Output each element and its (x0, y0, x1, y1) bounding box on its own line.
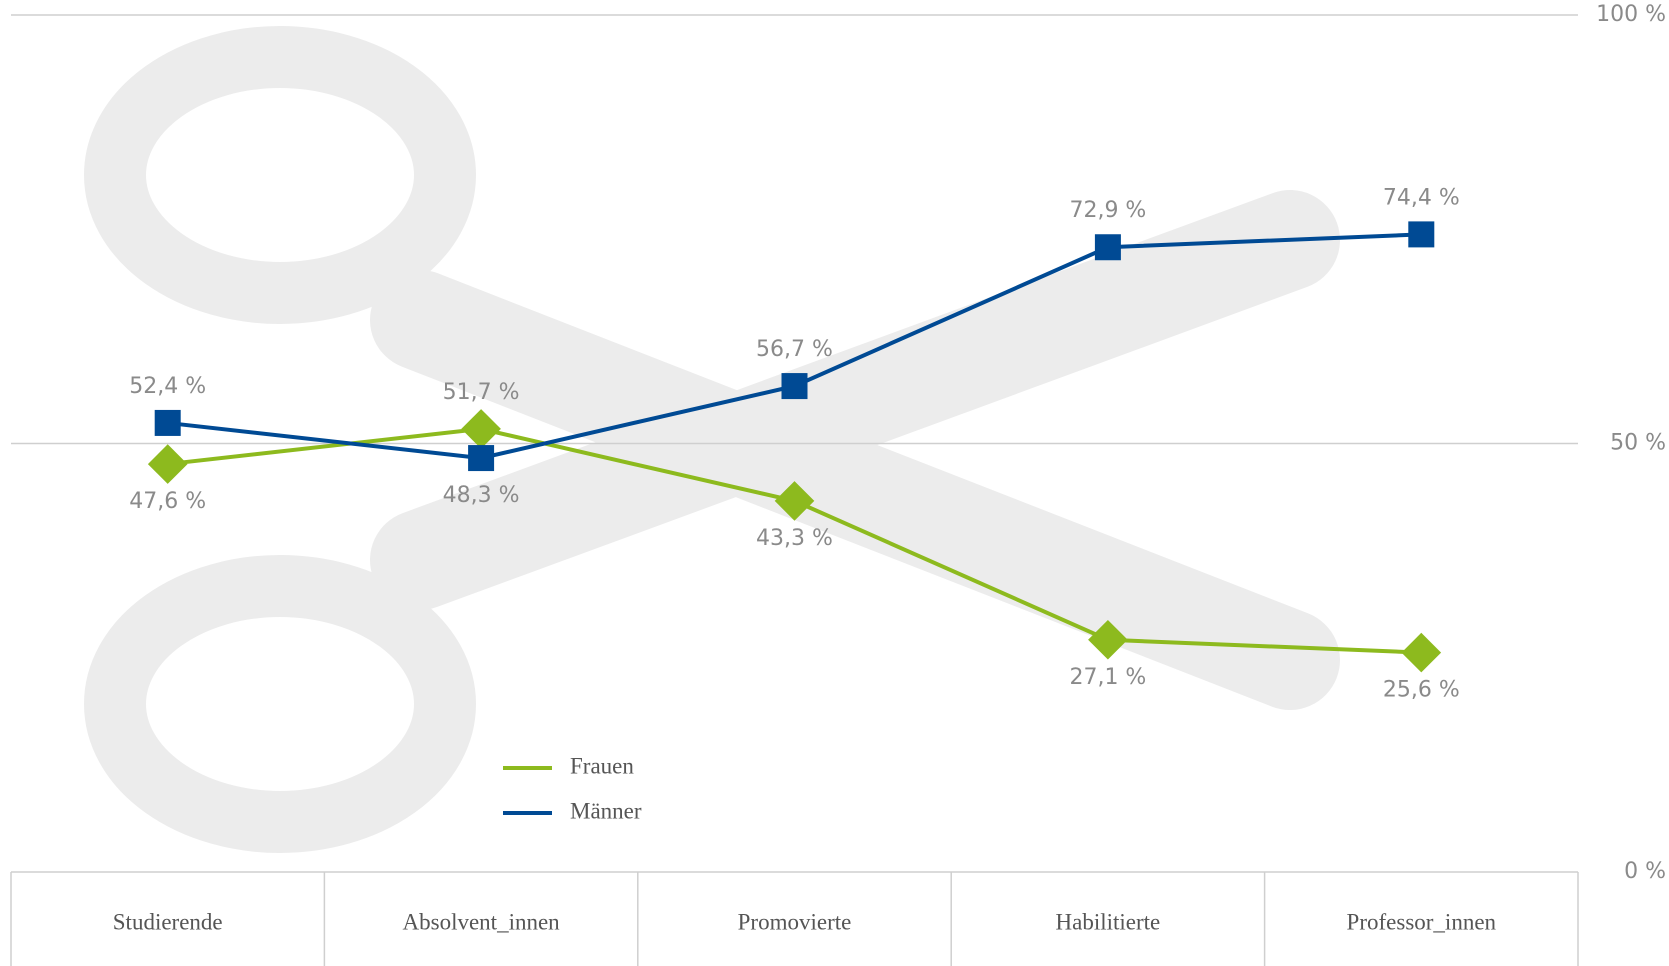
diamond-marker (1088, 619, 1128, 660)
data-label: 52,4 % (129, 374, 206, 399)
x-tick-label: Absolvent_innen (403, 909, 561, 934)
diamond-marker (147, 444, 188, 484)
data-label: 74,4 % (1383, 185, 1460, 210)
y-tick-label: 50 % (1610, 431, 1666, 456)
data-label: 51,7 % (443, 380, 520, 405)
square-marker (154, 409, 181, 436)
diamond-marker (1401, 632, 1442, 673)
square-marker (468, 445, 495, 472)
diamond-marker (774, 481, 815, 521)
data-label: 27,1 % (1069, 665, 1146, 690)
y-tick-label: 100 % (1596, 2, 1666, 27)
data-label: 56,7 % (756, 337, 833, 362)
x-tick-label: Habilitierte (1056, 909, 1161, 934)
scissors-background (84, 26, 1340, 853)
square-marker (1408, 221, 1435, 248)
data-label: 43,3 % (756, 526, 833, 551)
data-label: 47,6 % (129, 489, 206, 514)
x-tick-label: Studierende (113, 909, 223, 934)
x-tick-label: Promovierte (738, 909, 852, 934)
data-label: 48,3 % (443, 483, 520, 508)
square-marker (781, 373, 808, 400)
square-marker (1094, 234, 1121, 261)
legend: Frauen Männer (503, 753, 642, 823)
legend-label: Männer (570, 798, 642, 823)
legend-label: Frauen (570, 753, 634, 778)
y-tick-label: 0 % (1624, 859, 1666, 884)
x-tick-label: Professor_innen (1347, 909, 1497, 934)
data-label: 72,9 % (1069, 198, 1146, 223)
diamond-marker (461, 409, 501, 449)
data-label: 25,6 % (1383, 678, 1460, 703)
